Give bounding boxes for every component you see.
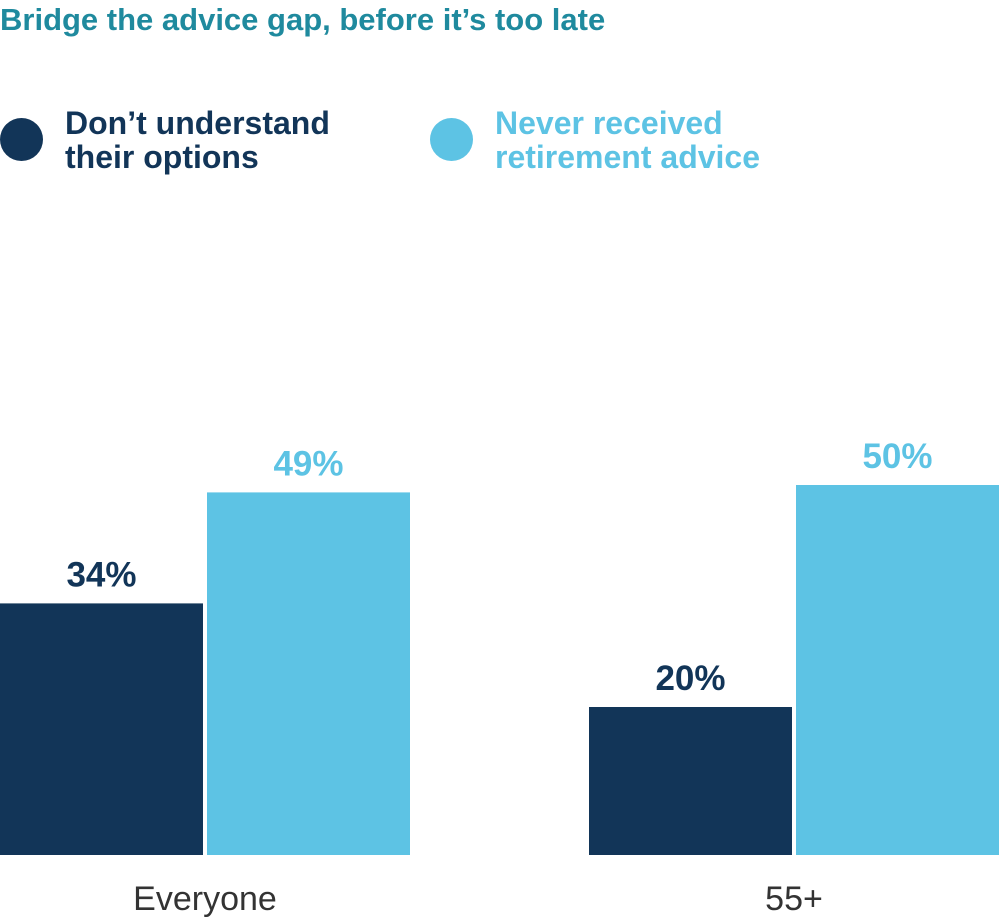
- legend-dot-dark-icon: [0, 118, 43, 161]
- legend-label-never-received: Never received retirement advice: [495, 105, 761, 175]
- chart-title: Bridge the advice gap, before it’s too l…: [0, 2, 606, 37]
- value-labels-group: 34% 49% 20% 50%: [66, 437, 932, 698]
- data-label-55-series-2: 50%: [862, 437, 932, 476]
- bar-everyone-series-2: [207, 492, 410, 855]
- category-labels-group: Everyone 55+: [133, 880, 823, 918]
- data-label-everyone-series-2: 49%: [273, 444, 343, 483]
- legend-label-dont-understand: Don’t understand their options: [65, 105, 330, 175]
- category-label-55: 55+: [765, 880, 823, 918]
- data-label-everyone-series-1: 34%: [66, 555, 136, 594]
- bars-group: [0, 485, 999, 855]
- legend-dot-light-icon: [430, 118, 473, 161]
- bar-everyone-series-1: [0, 603, 203, 855]
- bar-55-series-2: [796, 485, 999, 855]
- legend-item-never-received: Never received retirement advice: [430, 106, 760, 174]
- bar-55-series-1: [589, 707, 792, 855]
- legend-item-dont-understand: Don’t understand their options: [0, 106, 330, 174]
- category-label-everyone: Everyone: [133, 880, 277, 918]
- data-label-55-series-1: 20%: [655, 659, 725, 698]
